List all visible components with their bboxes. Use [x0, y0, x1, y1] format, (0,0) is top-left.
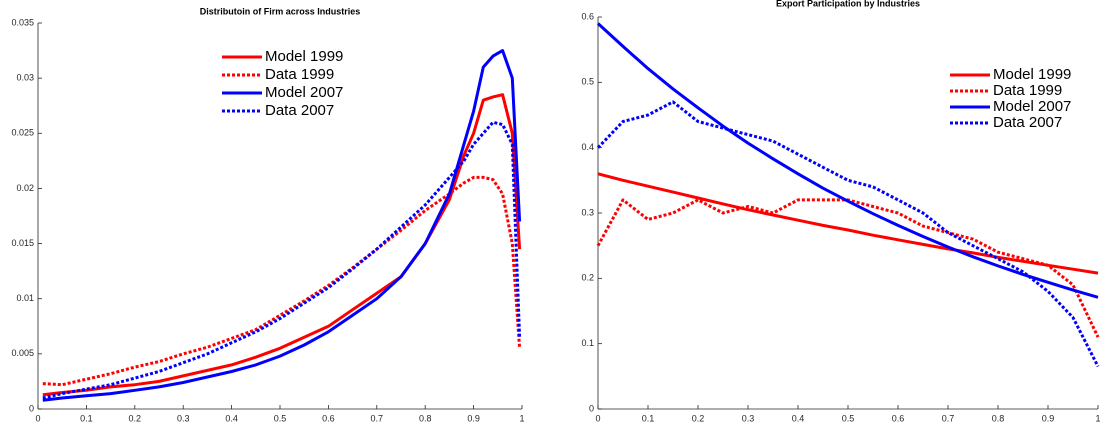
x-tick-label: 0 — [595, 413, 600, 423]
chart-title: Export Participation by Industries — [776, 0, 920, 8]
x-tick-label: 0 — [35, 413, 40, 423]
series-line — [596, 100, 1100, 368]
series-line — [42, 49, 522, 402]
y-tick-label: 0.02 — [16, 183, 34, 193]
legend-label: Data 2007 — [993, 114, 1062, 131]
y-tick-label: 0 — [589, 403, 594, 413]
y-tick-label: 0.5 — [581, 77, 594, 87]
y-tick-label: 0.6 — [581, 11, 594, 21]
series-line — [597, 172, 1099, 275]
y-tick-label: 0.1 — [581, 338, 594, 348]
x-tick-label: 0.8 — [419, 413, 432, 423]
x-tick-label: 0.7 — [371, 413, 384, 423]
x-tick-label: 0.9 — [467, 413, 480, 423]
y-tick-label: 0 — [29, 403, 34, 413]
x-tick-label: 0.3 — [742, 413, 755, 423]
x-tick-label: 0.7 — [942, 413, 955, 423]
y-tick-label: 0.3 — [581, 207, 594, 217]
legend-label: Data 1999 — [265, 66, 334, 83]
x-tick-label: 0.2 — [692, 413, 705, 423]
x-tick-label: 0.5 — [842, 413, 855, 423]
x-tick-label: 0.4 — [225, 413, 238, 423]
y-tick-label: 0.4 — [581, 142, 594, 152]
series-line — [42, 175, 522, 387]
y-tick-label: 0.03 — [16, 73, 34, 83]
y-tick-label: 0.025 — [11, 128, 34, 138]
x-tick-label: 0.8 — [992, 413, 1005, 423]
series-line — [596, 198, 1100, 338]
series-line — [596, 22, 1099, 299]
x-tick-label: 0.3 — [177, 413, 190, 423]
x-tick-label: 0.6 — [322, 413, 335, 423]
y-tick-label: 0.01 — [16, 293, 34, 303]
chart-title: Distributoin of Firm across Industries — [200, 6, 361, 16]
legend-label: Model 2007 — [993, 98, 1071, 115]
x-tick-label: 0.9 — [1042, 413, 1055, 423]
legend-label: Data 2007 — [265, 102, 334, 119]
x-tick-label: 0.6 — [892, 413, 905, 423]
x-tick-label: 0.2 — [129, 413, 142, 423]
x-tick-label: 0.1 — [80, 413, 93, 423]
legend-label: Data 1999 — [993, 82, 1062, 99]
y-tick-label: 0.2 — [581, 273, 594, 283]
y-tick-label: 0.015 — [11, 238, 34, 248]
legend-label: Model 1999 — [993, 66, 1071, 83]
legend-label: Model 2007 — [265, 84, 343, 101]
series-line — [42, 93, 522, 397]
x-tick-label: 0.1 — [642, 413, 655, 423]
x-tick-label: 1 — [1095, 413, 1100, 423]
y-tick-label: 0.005 — [11, 348, 34, 358]
x-tick-label: 1 — [519, 413, 524, 423]
legend-label: Model 1999 — [265, 48, 343, 65]
x-tick-label: 0.4 — [792, 413, 805, 423]
x-tick-label: 0.5 — [274, 413, 287, 423]
y-tick-label: 0.035 — [11, 17, 34, 27]
